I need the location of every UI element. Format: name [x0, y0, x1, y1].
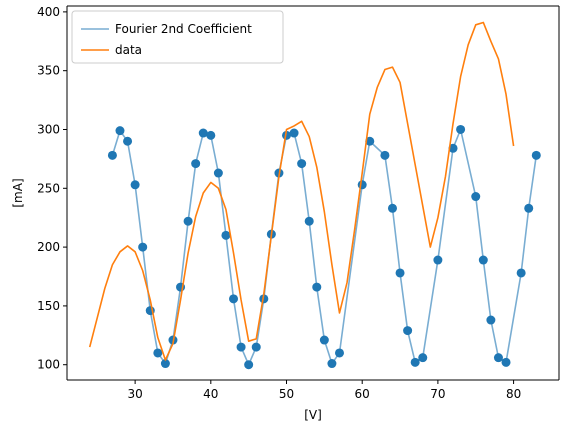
data-point — [107, 150, 117, 160]
y-tick-label: 300 — [37, 122, 60, 136]
y-axis-ticks: 100 150 200 250 300 350 400 — [37, 5, 67, 372]
x-tick-label: 30 — [127, 387, 142, 401]
data-point — [130, 180, 140, 190]
data-point — [289, 128, 299, 138]
data-point — [471, 192, 481, 202]
legend: Fourier 2nd Coefficient data — [71, 10, 284, 64]
y-tick-label: 150 — [37, 299, 60, 313]
data-point — [244, 360, 254, 370]
data-point — [221, 230, 231, 240]
data-point — [160, 359, 170, 369]
data-point — [138, 242, 148, 252]
y-tick-label: 350 — [37, 64, 60, 78]
data-point — [395, 268, 405, 278]
y-tick-label: 400 — [37, 5, 60, 19]
legend-label-fourier: Fourier 2nd Coefficient — [115, 22, 252, 36]
data-point — [380, 150, 390, 160]
x-tick-label: 70 — [430, 387, 445, 401]
legend-label-data: data — [115, 43, 142, 57]
data-point — [387, 203, 397, 213]
y-tick-label: 100 — [37, 358, 60, 372]
data-point — [304, 216, 314, 226]
data-point — [123, 136, 133, 146]
data-point — [319, 335, 329, 345]
data-point — [357, 180, 367, 190]
data-point — [229, 294, 239, 304]
data-point — [115, 126, 125, 136]
data-point — [478, 255, 488, 265]
data-point — [251, 342, 261, 352]
plot-frame — [66, 5, 560, 381]
data-point — [493, 353, 503, 363]
legend-box — [71, 10, 284, 64]
data-point — [410, 357, 420, 367]
data-point — [213, 168, 223, 178]
data-point — [524, 203, 534, 213]
data-point — [516, 268, 526, 278]
data-point — [282, 130, 292, 140]
data-point — [334, 348, 344, 358]
data-point — [501, 357, 511, 367]
data-point — [433, 255, 443, 265]
data-point — [531, 150, 541, 160]
data-point — [418, 353, 428, 363]
y-tick-label: 250 — [37, 181, 60, 195]
data-point — [236, 342, 246, 352]
x-axis-ticks: 30 40 50 60 70 80 — [127, 380, 521, 401]
data-point — [206, 130, 216, 140]
y-axis-label: [mA] — [11, 178, 25, 207]
data-point — [183, 216, 193, 226]
series-line — [88, 21, 515, 361]
data-point — [448, 143, 458, 153]
data-point — [456, 124, 466, 134]
series-data — [88, 21, 515, 361]
data-point — [297, 159, 307, 169]
data-point — [153, 348, 163, 358]
x-tick-label: 40 — [203, 387, 218, 401]
data-point — [191, 159, 201, 169]
x-axis-label: [V] — [304, 408, 322, 422]
y-tick-label: 200 — [37, 240, 60, 254]
x-tick-label: 80 — [506, 387, 521, 401]
data-point — [486, 315, 496, 325]
data-point — [312, 282, 322, 292]
x-tick-label: 60 — [355, 387, 370, 401]
data-point — [198, 128, 208, 138]
data-point — [403, 326, 413, 336]
x-tick-label: 50 — [279, 387, 294, 401]
data-point — [365, 136, 375, 146]
series-layer — [88, 21, 541, 370]
data-point — [327, 359, 337, 369]
